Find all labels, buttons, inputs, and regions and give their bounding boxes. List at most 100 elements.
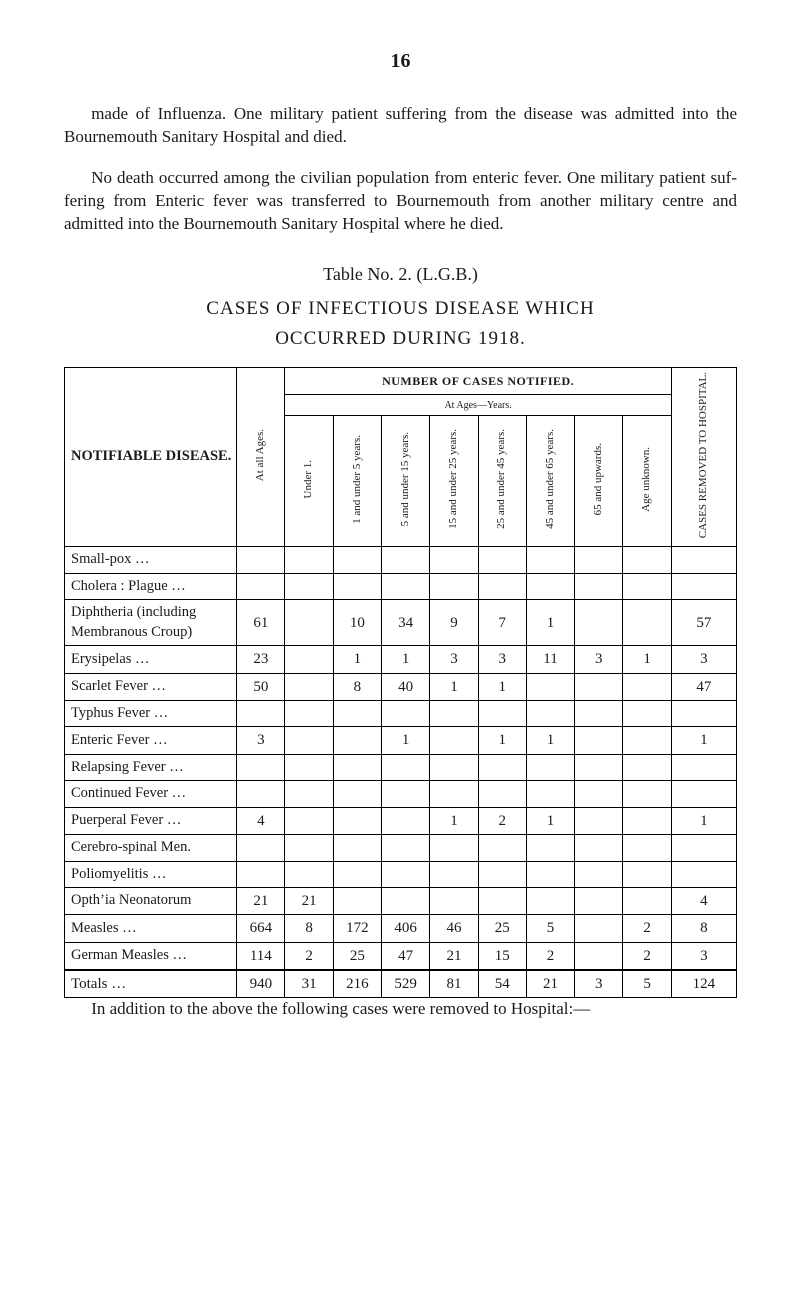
data-cell: 21 [237,888,285,915]
disease-cell: Erysipelas … [65,646,237,673]
data-cell: 4 [237,807,285,834]
totals-cell: 21 [526,970,574,998]
totals-cell: 3 [575,970,623,998]
table-row: Small-pox … [65,547,737,574]
data-cell [285,754,333,781]
table-row: Opth’ia Neonatorum21214 [65,888,737,915]
data-cell [575,807,623,834]
table-row: Cerebro-spinal Men. [65,834,737,861]
data-cell [671,573,736,600]
data-cell [671,547,736,574]
table-label: Table No. 2. (L.G.B.) [64,262,737,286]
col-45-65: 45 and under 65 years. [526,416,574,547]
disease-cell: Continued Fever … [65,781,237,808]
col-65-up: 65 and upwards. [575,416,623,547]
data-cell [333,727,381,754]
data-cell: 1 [526,727,574,754]
data-cell [575,700,623,727]
data-cell: 664 [237,915,285,942]
data-cell [575,781,623,808]
paragraph-2: No death occurred among the civilian pop… [64,167,737,236]
data-cell [526,754,574,781]
data-cell [478,547,526,574]
totals-cell: 5 [623,970,671,998]
data-cell [285,861,333,888]
table-row: Continued Fever … [65,781,737,808]
data-cell [237,834,285,861]
data-cell: 2 [623,915,671,942]
data-cell [623,754,671,781]
data-cell: 4 [671,888,736,915]
data-cell [430,781,478,808]
data-cell: 5 [526,915,574,942]
disease-cell: Cholera : Plague … [65,573,237,600]
data-cell [333,888,381,915]
totals-row: Totals … 940 31 216 529 81 54 21 3 5 124 [65,970,737,998]
data-cell [333,861,381,888]
data-cell: 25 [333,942,381,970]
data-cell [285,573,333,600]
data-cell [575,915,623,942]
disease-cell: Diphtheria (including Membranous Croup) [65,600,237,646]
table-row: Typhus Fever … [65,700,737,727]
col-age-unknown: Age unknown. [623,416,671,547]
data-cell [478,781,526,808]
data-cell [478,861,526,888]
data-cell: 21 [285,888,333,915]
disease-cell: German Measles … [65,942,237,970]
data-cell [285,834,333,861]
data-cell [623,727,671,754]
data-cell: 1 [623,646,671,673]
table-title: CASES OF INFECTIOUS DISEASE WHICH [64,296,737,322]
data-cell: 40 [382,673,430,700]
table-row: Enteric Fever …31111 [65,727,737,754]
col-at-all-ages: At all Ages. [237,368,285,547]
table-row: Puerperal Fever …41211 [65,807,737,834]
col-5-15: 5 and under 15 years. [382,416,430,547]
data-cell: 8 [333,673,381,700]
data-cell [237,754,285,781]
data-cell [671,861,736,888]
data-cell [382,807,430,834]
data-cell [575,888,623,915]
data-cell [478,700,526,727]
data-cell: 2 [285,942,333,970]
data-cell [382,700,430,727]
data-cell [623,861,671,888]
data-cell [623,781,671,808]
data-cell [285,700,333,727]
data-cell [382,547,430,574]
data-cell: 114 [237,942,285,970]
data-cell [526,888,574,915]
data-cell [623,700,671,727]
data-cell: 11 [526,646,574,673]
data-cell: 1 [526,807,574,834]
data-cell [237,547,285,574]
totals-label: Totals … [65,970,237,998]
data-cell [575,942,623,970]
data-cell: 8 [671,915,736,942]
data-cell [237,781,285,808]
data-cell: 23 [237,646,285,673]
disease-cell: Typhus Fever … [65,700,237,727]
totals-cell: 940 [237,970,285,998]
data-cell [575,834,623,861]
data-cell [237,700,285,727]
data-cell [285,807,333,834]
disease-cell: Relapsing Fever … [65,754,237,781]
data-cell [478,754,526,781]
table-row: German Measles …114225472115223 [65,942,737,970]
paragraph-1: made of Influenza. One military patient … [64,103,737,149]
data-cell: 3 [671,646,736,673]
data-cell [526,700,574,727]
data-cell [382,754,430,781]
data-cell: 172 [333,915,381,942]
data-cell: 10 [333,600,381,646]
data-cell [478,573,526,600]
data-cell [526,781,574,808]
data-cell [623,547,671,574]
data-cell [671,834,736,861]
data-cell [478,888,526,915]
table-row: Cholera : Plague … [65,573,737,600]
table-body: Small-pox …Cholera : Plague …Diphtheria … [65,547,737,970]
